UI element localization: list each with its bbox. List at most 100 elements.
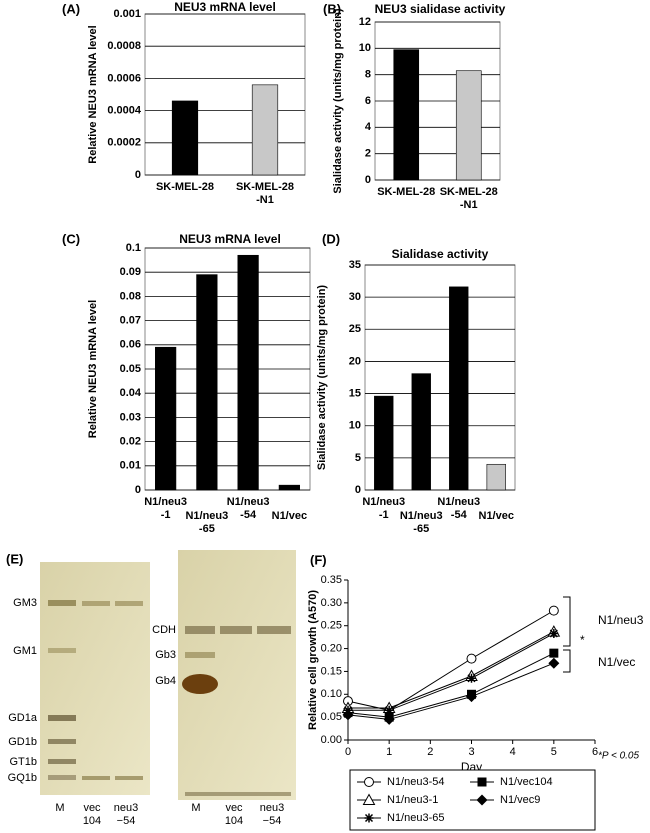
x-tick-label: SK-MEL-28 -N1	[440, 186, 498, 211]
y-tick-label: 0.30	[321, 597, 342, 609]
lane-label: vec 104	[225, 802, 243, 827]
bar	[411, 373, 431, 491]
y-axis-label: Sialidase activity (units/mg protein)	[332, 8, 344, 194]
x-tick-label: 6	[592, 746, 598, 758]
y-tick-label: 0.05	[321, 711, 342, 723]
chart-title: NEU3 mRNA level	[174, 0, 276, 14]
annotation: *	[580, 633, 585, 647]
series-line	[348, 633, 555, 711]
panel-label: (F)	[310, 552, 327, 567]
y-tick-label: 10	[359, 42, 371, 54]
bar	[155, 346, 177, 491]
y-tick-label: 20	[349, 355, 361, 367]
y-tick-label: 0.01	[120, 460, 141, 472]
band-label: GT1b	[9, 756, 37, 768]
panel-label: (B)	[323, 1, 341, 16]
y-tick-label: 0.20	[321, 642, 342, 654]
x-tick-label: N1/neu3 -54	[437, 496, 480, 521]
x-tick-label: N1/vec	[272, 510, 307, 522]
y-tick-label: 0	[135, 484, 141, 496]
x-tick-label: N1/neu3 -65	[400, 510, 443, 535]
y-tick-label: 0	[365, 174, 371, 186]
series-line	[347, 610, 555, 711]
legend-marker	[476, 794, 488, 806]
bar	[171, 100, 199, 176]
marker	[467, 673, 476, 683]
legend-marker	[362, 793, 376, 805]
band-label: GQ1b	[8, 772, 37, 784]
y-tick-label: 0.10	[321, 688, 342, 700]
y-tick-label: 0.0004	[107, 105, 142, 117]
x-tick-label: N1/neu3 -1	[144, 496, 187, 521]
y-tick-label: 0.15	[321, 665, 342, 677]
plot-frame	[144, 13, 306, 176]
x-tick-label: SK-MEL-28	[377, 186, 435, 198]
y-tick-label: 4	[365, 121, 372, 133]
y-tick-label: 0.03	[120, 411, 141, 423]
x-tick-label: N1/neu3 -65	[185, 510, 228, 535]
y-tick-label: 0.1	[126, 242, 141, 254]
panel-label: (C)	[62, 231, 80, 246]
legend-marker	[364, 777, 374, 787]
x-tick-label: 3	[468, 746, 474, 758]
y-tick-label: 0.09	[120, 266, 141, 278]
bar	[486, 463, 506, 491]
y-tick-label: 25	[349, 323, 361, 335]
y-tick-label: 30	[349, 291, 361, 303]
lane-label: neu3 −54	[260, 802, 284, 827]
panel-label: (A)	[62, 1, 80, 16]
marker	[384, 705, 394, 715]
series-line	[347, 662, 555, 720]
y-axis-label: Relative NEU3 mRNA level	[87, 25, 99, 163]
x-tick-label: 2	[427, 746, 433, 758]
gel-right	[178, 550, 296, 800]
y-tick-label: 0.07	[120, 315, 141, 327]
legend-label: N1/neu3-1	[387, 794, 438, 806]
y-tick-label: 8	[365, 69, 371, 81]
legend-label: N1/vec9	[500, 794, 540, 806]
x-tick-label: 1	[386, 746, 392, 758]
y-tick-label: 0.0008	[107, 40, 141, 52]
band-label: GM1	[13, 645, 37, 657]
marker	[466, 691, 477, 703]
gel-left	[40, 562, 150, 795]
y-tick-label: 0.0002	[107, 137, 141, 149]
bar	[449, 286, 469, 491]
y-tick-label: 6	[365, 95, 371, 107]
y-tick-label: 0.06	[120, 339, 141, 351]
y-tick-label: 0	[135, 169, 141, 181]
chart-title: NEU3 mRNA level	[179, 232, 281, 246]
legend-label: N1/vec104	[500, 776, 553, 788]
y-tick-label: 2	[365, 148, 371, 160]
marker	[466, 653, 477, 664]
y-tick-label: 5	[355, 452, 361, 464]
x-tick-label: N1/vec	[479, 510, 514, 522]
lane-label: vec 104	[83, 802, 101, 827]
band-label: GM3	[13, 597, 37, 609]
y-tick-label: 12	[359, 16, 371, 28]
lane-label: M	[55, 802, 64, 814]
y-tick-label: 0.00	[321, 734, 342, 746]
bar	[278, 484, 300, 491]
marker	[383, 713, 395, 725]
annotation: *P < 0.05	[598, 751, 639, 762]
x-tick-label: SK-MEL-28	[156, 181, 214, 193]
bar	[237, 254, 259, 491]
marker	[549, 648, 559, 658]
chart-title: Sialidase activity	[392, 247, 489, 261]
y-tick-label: 0.35	[321, 574, 342, 586]
series-line	[348, 631, 555, 709]
panel-label: (D)	[322, 231, 340, 246]
legend-marker	[364, 813, 374, 823]
series-line	[347, 652, 555, 718]
legend-label: N1/neu3-65	[387, 812, 445, 824]
y-tick-label: 0	[355, 484, 361, 496]
bracket	[563, 596, 571, 673]
lane-label: neu3 −54	[114, 802, 138, 827]
y-tick-label: 0.04	[120, 387, 142, 399]
bar	[393, 49, 420, 181]
chart-title: NEU3 sialidase activity	[375, 2, 506, 16]
marker	[549, 628, 559, 638]
